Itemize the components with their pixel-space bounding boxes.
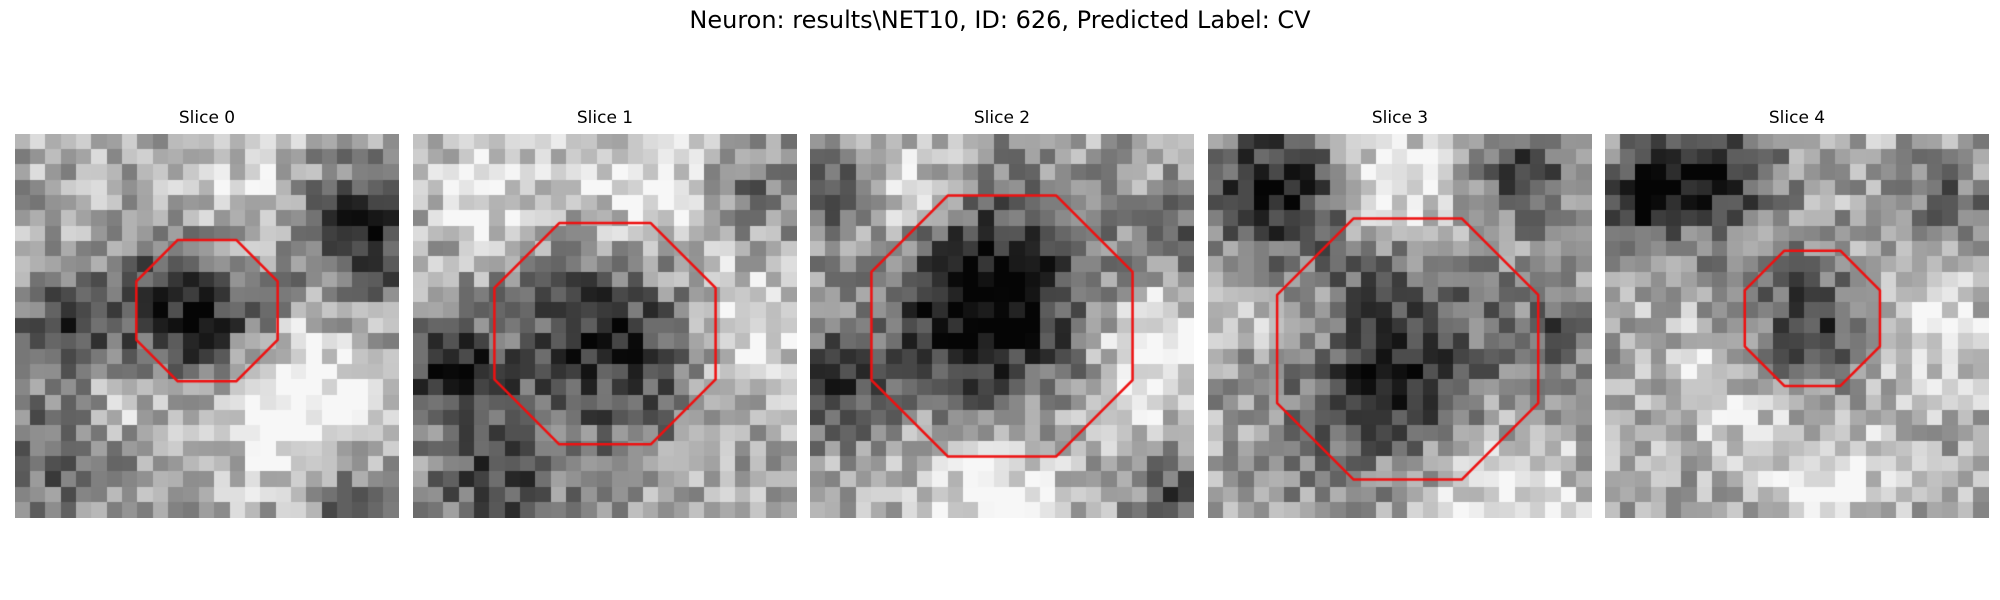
- figure-title: Neuron: results\NET10, ID: 626, Predicte…: [689, 6, 1311, 34]
- slice-panel-2: Slice 2: [810, 108, 1194, 518]
- slice-panel-0: Slice 0: [15, 108, 399, 518]
- slice-panel-4: Slice 4: [1605, 108, 1989, 518]
- slice-panel-3: Slice 3: [1208, 108, 1592, 518]
- slice-title: Slice 4: [1768, 108, 1826, 128]
- slice-panel-1: Slice 1: [413, 108, 797, 518]
- slice-title: Slice 2: [973, 108, 1031, 128]
- slice-image: [1605, 134, 1989, 518]
- slice-title: Slice 3: [1371, 108, 1429, 128]
- slice-image: [15, 134, 399, 518]
- slice-title: Slice 0: [178, 108, 236, 128]
- slice-image: [1208, 134, 1592, 518]
- slice-title: Slice 1: [576, 108, 634, 128]
- slice-image: [810, 134, 1194, 518]
- slice-image: [413, 134, 797, 518]
